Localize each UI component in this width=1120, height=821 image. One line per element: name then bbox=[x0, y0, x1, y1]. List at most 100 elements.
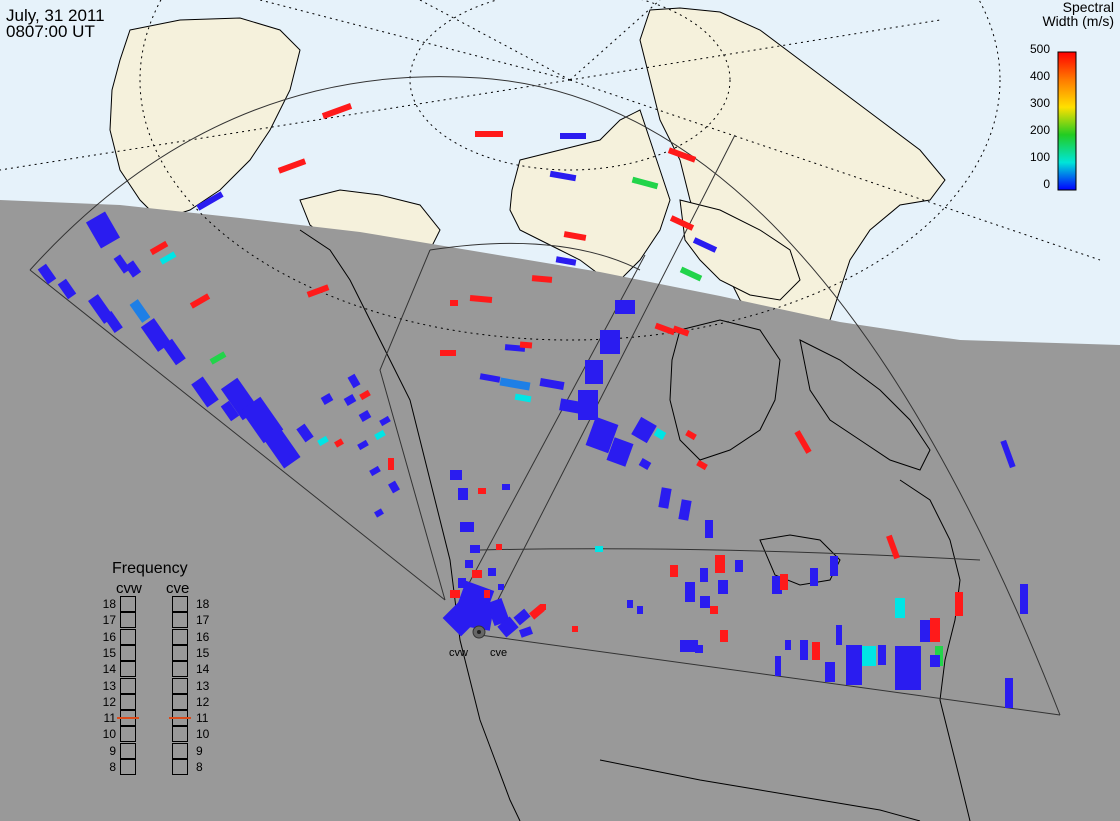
radar-echo-cell bbox=[595, 546, 603, 552]
radar-echo-cell bbox=[357, 439, 369, 451]
meridian-line bbox=[569, 19, 941, 81]
radar-echo-cell bbox=[720, 630, 728, 642]
frequency-box bbox=[172, 726, 188, 743]
date-label: July, 31 2011 bbox=[6, 6, 105, 25]
radar-echo-cell bbox=[513, 608, 531, 626]
colorbar-tick: 0 bbox=[1043, 177, 1050, 191]
fov-boundary-cvw-east bbox=[459, 254, 646, 601]
frequency-box bbox=[172, 693, 188, 710]
frequency-box bbox=[120, 677, 136, 694]
radar-echo-cell bbox=[735, 560, 743, 572]
radar-echo-cell bbox=[458, 578, 466, 588]
radar-field-of-view bbox=[29, 76, 1061, 716]
radar-echo-cell bbox=[585, 416, 619, 454]
radar-echo-cell bbox=[149, 240, 169, 256]
radar-echo-cell bbox=[518, 626, 534, 638]
radar-echo-cell bbox=[498, 584, 504, 590]
radar-echo-cell bbox=[700, 596, 710, 608]
radar-echo-cell bbox=[450, 470, 462, 480]
frequency-box bbox=[120, 742, 136, 759]
canadian-archipelago bbox=[509, 109, 671, 281]
frequency-tick-right: 8 bbox=[196, 760, 203, 774]
radar-echo-cell bbox=[458, 488, 468, 500]
frequency-box bbox=[172, 661, 188, 678]
gulf-coast-outline bbox=[599, 759, 921, 821]
radar-echo-cell bbox=[670, 565, 678, 577]
radar-echo-cell bbox=[810, 568, 818, 586]
radar-echo-cell bbox=[775, 656, 781, 676]
frequency-box bbox=[172, 596, 188, 612]
radar-echo-cell bbox=[836, 625, 842, 645]
frequency-tick-right: 18 bbox=[196, 597, 210, 611]
radar-echo-cell bbox=[667, 147, 697, 163]
radar-echo-cell bbox=[672, 325, 690, 337]
radar-echo-cell bbox=[638, 458, 652, 470]
radar-echo-cell bbox=[606, 437, 634, 467]
landmass-nightside bbox=[299, 229, 971, 821]
radar-echo-cell bbox=[631, 176, 659, 190]
radar-echo-cell bbox=[440, 350, 456, 356]
radar-echo-cell bbox=[113, 254, 131, 274]
frequency-tick-left: 12 bbox=[102, 694, 116, 709]
radar-echo-cell bbox=[794, 430, 812, 454]
radar-echo-cell bbox=[631, 416, 657, 444]
radar-echo-cell bbox=[191, 376, 219, 408]
fov-inner-arc bbox=[429, 242, 641, 271]
radar-echo-cell bbox=[718, 580, 728, 594]
radar-echo-cell bbox=[685, 582, 695, 602]
frequency-tick-right: 11 bbox=[196, 711, 209, 726]
hudson-bay-outline bbox=[669, 319, 781, 461]
radar-echo-cell bbox=[886, 534, 900, 560]
frequency-box bbox=[120, 644, 136, 661]
colorbar-title: Spectral Width (m/s) bbox=[1042, 0, 1114, 28]
frequency-radar-name-cve: cve bbox=[166, 580, 190, 597]
radar-echo-cell bbox=[37, 263, 57, 285]
radar-echo-cell bbox=[600, 330, 620, 354]
radar-echo-cell bbox=[895, 646, 921, 690]
radar-echo-cell bbox=[519, 341, 533, 349]
radar-echo-cell bbox=[715, 555, 725, 573]
radar-echo-cell bbox=[560, 133, 586, 139]
radar-echo-cell bbox=[347, 373, 361, 389]
radar-echo-cell bbox=[955, 592, 963, 616]
fov-edge-east bbox=[479, 634, 1061, 716]
radar-echo-cell bbox=[124, 260, 142, 278]
frequency-selected-marker bbox=[117, 717, 139, 720]
radar-echo-cell bbox=[559, 398, 581, 414]
radar-echo-cell bbox=[780, 574, 788, 590]
radar-echo-cell bbox=[705, 520, 713, 538]
frequency-tick-left: 9 bbox=[109, 743, 116, 758]
frequency-tick-left: 13 bbox=[102, 678, 116, 693]
radar-echo-cell bbox=[700, 568, 708, 582]
frequency-tick-left: 18 bbox=[102, 597, 116, 611]
latitude-circle-70 bbox=[139, 0, 1001, 341]
radar-echo-cell bbox=[159, 251, 177, 265]
radar-echo-cell bbox=[499, 377, 531, 391]
radar-echo-cell bbox=[696, 459, 708, 471]
latitude-longitude-grid bbox=[0, 0, 1101, 341]
colorbar-title-line1: Spectral bbox=[1062, 0, 1114, 15]
baffin-island bbox=[679, 199, 801, 301]
radar-echo-cell bbox=[1000, 439, 1016, 469]
radar-echo-cell bbox=[615, 300, 635, 314]
site-label-cve: cve bbox=[490, 647, 508, 659]
radar-echo-cell bbox=[549, 170, 577, 182]
frequency-box bbox=[172, 644, 188, 661]
radar-echo-cell bbox=[920, 620, 930, 642]
colorbar-title-line2: Width (m/s) bbox=[1042, 13, 1114, 29]
radar-echo-cell bbox=[220, 400, 240, 422]
radar-echoes bbox=[37, 103, 1028, 708]
frequency-box bbox=[172, 742, 188, 759]
radar-echo-cell bbox=[469, 295, 493, 303]
frequency-box bbox=[120, 693, 136, 710]
colorbar-tick: 400 bbox=[1029, 69, 1050, 83]
meridian-line bbox=[0, 79, 571, 171]
frequency-box bbox=[120, 661, 136, 678]
radar-echo-cell bbox=[478, 488, 486, 494]
radar-echo-cell bbox=[486, 597, 510, 627]
landmass-dayside bbox=[109, 7, 946, 331]
siberia-landmass bbox=[109, 17, 301, 221]
radar-echo-cell bbox=[388, 480, 400, 494]
radar-echo-cell bbox=[450, 300, 458, 306]
radar-echo-cell bbox=[930, 655, 940, 667]
